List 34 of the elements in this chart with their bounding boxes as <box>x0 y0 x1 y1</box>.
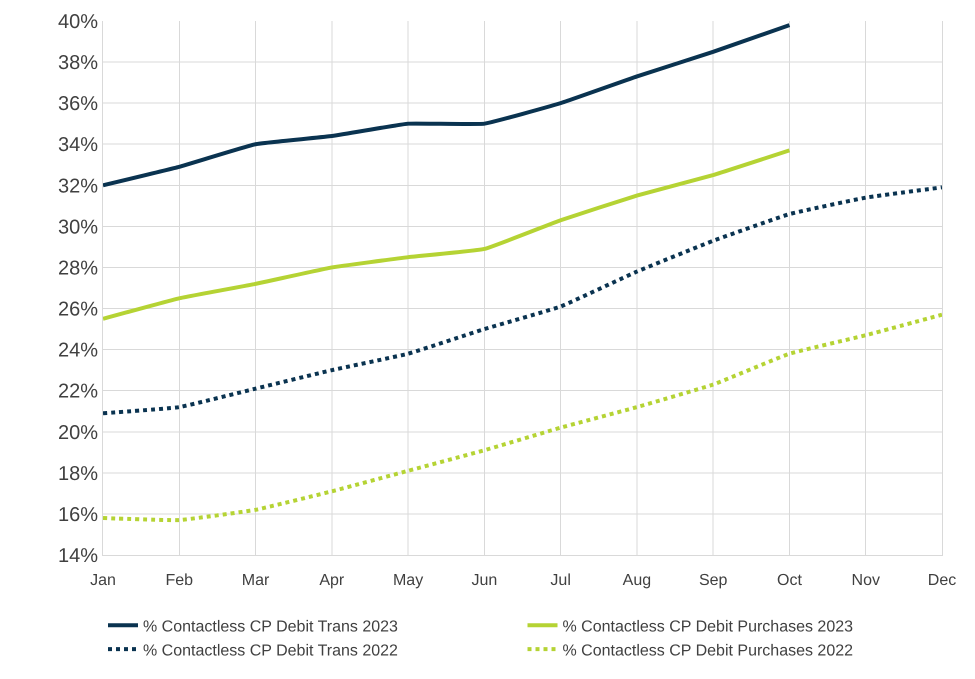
legend-label: % Contactless CP Debit Trans 2023 <box>143 618 398 636</box>
legend-label: % Contactless CP Debit Purchases 2023 <box>562 618 854 636</box>
legend-label: % Contactless CP Debit Trans 2022 <box>143 642 398 660</box>
x-tick-label: Apr <box>319 572 345 590</box>
x-tick-label: Feb <box>165 572 194 590</box>
y-tick-label: 22% <box>58 380 98 403</box>
x-tick-label: Nov <box>852 572 880 590</box>
x-tick-label: Mar <box>242 572 270 590</box>
legend-label: % Contactless CP Debit Purchases 2022 <box>562 642 854 660</box>
y-tick-label: 20% <box>58 422 98 444</box>
x-tick-label: Oct <box>777 572 802 590</box>
x-tick-label: Dec <box>928 572 956 590</box>
y-tick-label: 34% <box>58 134 98 156</box>
y-tick-label: 18% <box>58 462 98 485</box>
x-tick-label: Jul <box>550 572 571 590</box>
y-tick-label: 38% <box>58 52 98 74</box>
line-series <box>103 23 792 188</box>
x-tick-label: Jun <box>471 572 498 590</box>
y-tick-label: 36% <box>58 93 98 116</box>
y-tick-label: 40% <box>58 11 98 33</box>
y-tick-label: 32% <box>58 175 98 198</box>
y-tick-label: 16% <box>58 504 98 526</box>
y-tick-label: 26% <box>58 298 98 321</box>
line-series <box>103 312 942 522</box>
y-tick-label: 24% <box>58 340 98 362</box>
x-tick-label: Aug <box>622 572 652 590</box>
line-series <box>103 148 792 321</box>
line-series <box>103 185 942 416</box>
y-tick-label: 28% <box>58 257 98 280</box>
y-tick-label: 30% <box>58 216 98 238</box>
x-tick-label: Sep <box>698 572 728 590</box>
y-tick-label: 14% <box>58 545 98 567</box>
x-tick-label: Jan <box>90 572 116 590</box>
x-tick-label: May <box>392 572 424 590</box>
